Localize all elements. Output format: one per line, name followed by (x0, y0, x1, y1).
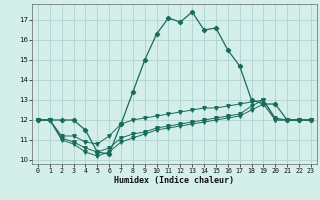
X-axis label: Humidex (Indice chaleur): Humidex (Indice chaleur) (115, 176, 234, 185)
